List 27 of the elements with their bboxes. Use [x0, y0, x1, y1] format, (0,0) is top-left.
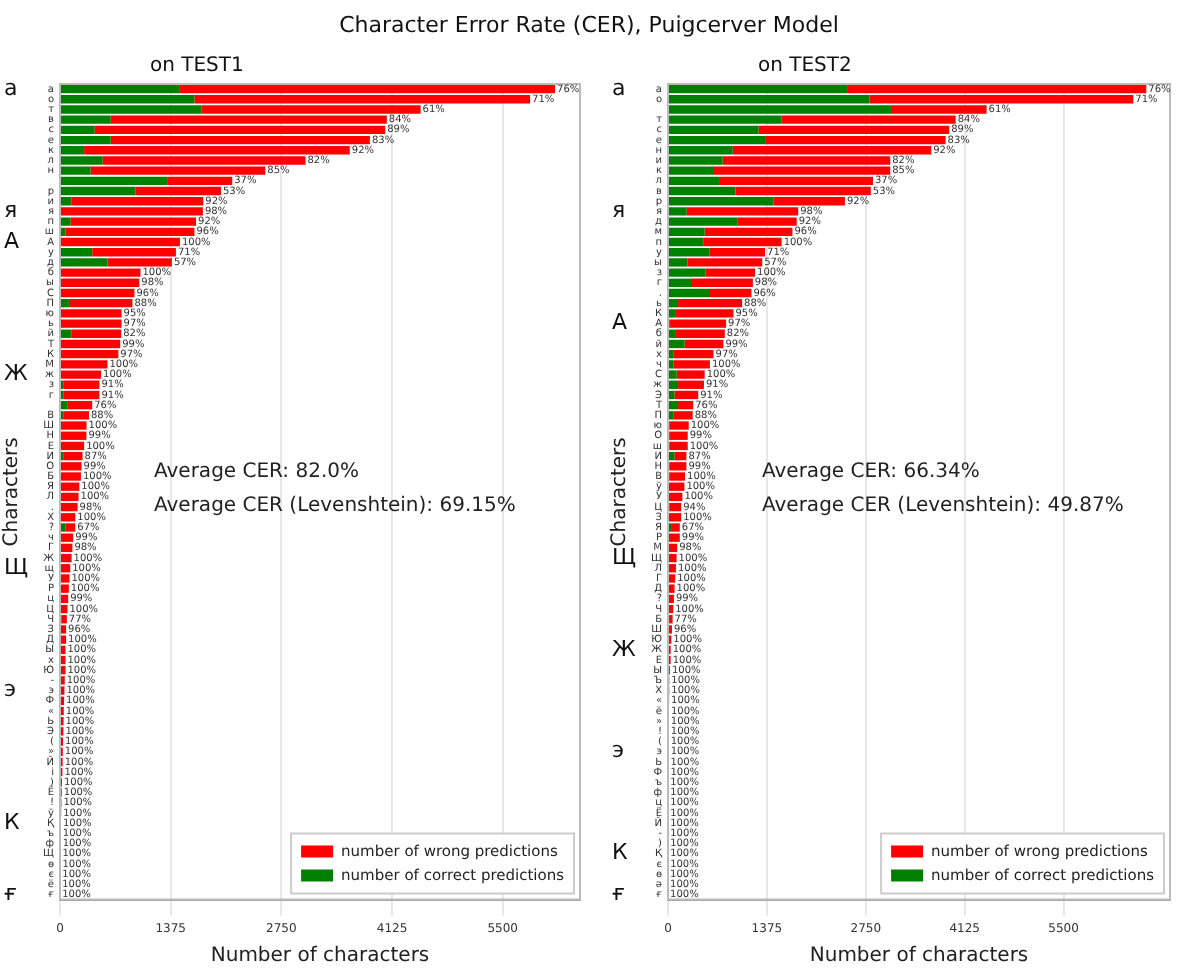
text: ғ	[4, 880, 17, 907]
annotation: Average CER (Levenshtein): 49.87%	[762, 494, 1124, 517]
annotation: Average CER (Levenshtein): 69.15%	[154, 494, 516, 517]
text: а	[612, 74, 626, 101]
text: я	[4, 197, 18, 224]
text: К	[612, 839, 628, 866]
y-axis-title: Characters	[1, 437, 24, 547]
text: э	[4, 676, 17, 703]
text: А	[4, 227, 20, 254]
text: Ж	[612, 635, 636, 662]
text: ғ	[612, 880, 625, 907]
x-axis-title: Number of characters	[809, 945, 1029, 968]
text: я	[612, 197, 626, 224]
annotation: Average CER: 66.34%	[762, 460, 980, 483]
x-axis-title: Number of characters	[210, 945, 430, 968]
text: Ж	[4, 360, 28, 387]
text: а	[4, 74, 18, 101]
y-axis-title: Characters	[609, 437, 632, 547]
text: э	[612, 737, 625, 764]
chart-title: Character Error Rate (CER), Puigcerver Model	[337, 12, 841, 38]
text: К	[4, 808, 20, 835]
chart-subtitle: on TEST2	[758, 55, 852, 78]
text: Щ	[4, 553, 29, 580]
text: Щ	[612, 543, 637, 570]
annotation: Average CER: 82.0%	[154, 460, 359, 483]
text: А	[612, 309, 628, 336]
chart-subtitle: on TEST1	[150, 55, 244, 78]
